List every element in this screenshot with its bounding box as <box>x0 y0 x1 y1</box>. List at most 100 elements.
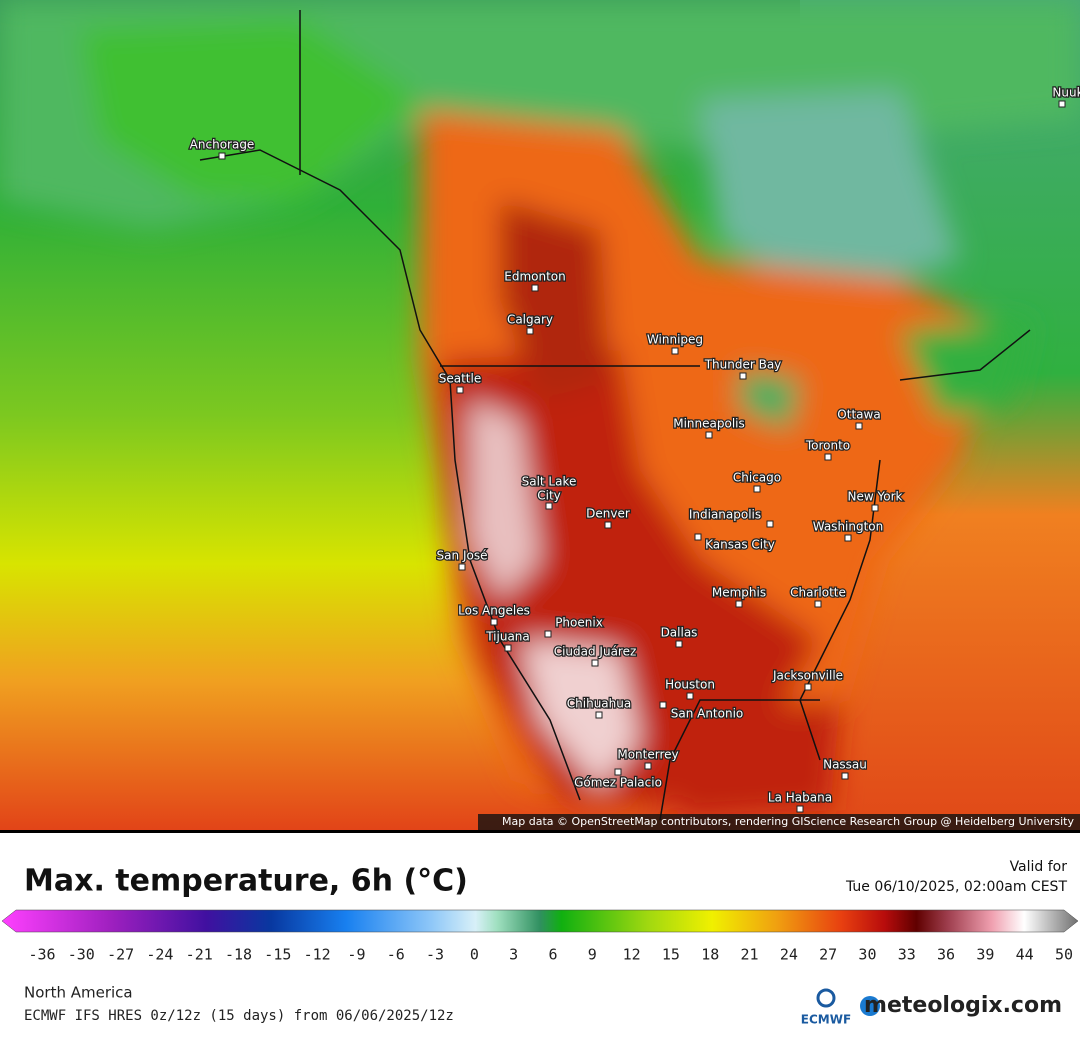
colorbar-tick-label: 12 <box>623 946 641 964</box>
coastline <box>199 149 581 801</box>
colorbar-tick-label: -30 <box>68 946 95 964</box>
city-label: Nassau <box>823 758 867 772</box>
city-dot <box>614 768 622 776</box>
colorbar-tick-label: -18 <box>225 946 252 964</box>
city-dot <box>675 640 683 648</box>
separator <box>0 830 1080 833</box>
brand-logo <box>860 996 880 1016</box>
city-label: Winnipeg <box>647 333 703 347</box>
city-label: La Habana <box>768 791 832 805</box>
colorbar-tick-label: 15 <box>662 946 680 964</box>
city-label: New York <box>848 490 903 504</box>
valid-time: Tue 06/10/2025, 02:00am CEST <box>845 879 1067 895</box>
city-dot <box>604 521 612 529</box>
brand: meteologix.com <box>864 993 1062 1018</box>
colorbar-tick-label: 27 <box>819 946 837 964</box>
city-label: Los Angeles <box>458 604 530 618</box>
city-label: Phoenix <box>555 616 603 630</box>
city-label: San José <box>437 549 488 563</box>
city-dot <box>766 520 774 528</box>
city-dot <box>531 284 539 292</box>
colorbar-tick-label: -3 <box>426 946 444 964</box>
colorbar-tick-label: -12 <box>304 946 331 964</box>
region: North America <box>24 984 133 1002</box>
colorbar-tick-label: 36 <box>937 946 955 964</box>
city-label: Thunder Bay <box>704 358 782 372</box>
city-dot <box>458 563 466 571</box>
city-label: Chicago <box>733 471 781 485</box>
city-label: Minneapolis <box>673 417 745 431</box>
colorbar-tick-label: 18 <box>701 946 719 964</box>
city-label: City <box>537 489 561 503</box>
city-dot <box>218 152 226 160</box>
colorbar-tick-label: 6 <box>548 946 557 964</box>
city-dot <box>824 453 832 461</box>
city-dot <box>591 659 599 667</box>
city-dot <box>526 327 534 335</box>
ecmwf-text: ECMWF <box>801 1013 851 1027</box>
city-label: Memphis <box>712 586 766 600</box>
colorbar-tick-label: 44 <box>1016 946 1034 964</box>
city-dot <box>841 772 849 780</box>
city-dot <box>456 386 464 394</box>
colorbar-tick-label: -9 <box>347 946 365 964</box>
city-label: Salt Lake <box>522 475 577 489</box>
city-label: Denver <box>586 507 630 521</box>
city-dot <box>735 600 743 608</box>
map: Anchorage Edmonton Calgary WinnipegThunder … <box>0 0 1080 830</box>
temperature-field <box>0 0 1080 820</box>
city-labels: Anchorage Edmonton Calgary WinnipegThunder … <box>188 84 1080 813</box>
colorbar-tick-label: 24 <box>780 946 798 964</box>
city-dot <box>1058 100 1066 108</box>
border <box>299 10 700 367</box>
ecmwf-logo <box>816 988 836 1008</box>
colorbar-tick-label: 21 <box>741 946 759 964</box>
city-label: Toronto <box>805 439 850 453</box>
colorbar-tick-label: 30 <box>858 946 876 964</box>
city-dot <box>739 372 747 380</box>
city-dot <box>686 692 694 700</box>
city-label: Gómez Palacio <box>574 776 662 790</box>
city-label: Anchorage <box>190 138 255 152</box>
city-label: Charlotte <box>790 586 846 600</box>
city-dot <box>545 502 553 510</box>
city-dot <box>595 711 603 719</box>
city-label: Ciudad Juárez <box>554 645 637 659</box>
city-label: San Antonio <box>671 707 744 721</box>
city-dot <box>490 618 498 626</box>
city-label: Seattle <box>439 372 481 386</box>
colorbar-tick-label: 9 <box>588 946 597 964</box>
colorbar-tick-label: -21 <box>186 946 213 964</box>
colorbar-tick-label: 33 <box>898 946 916 964</box>
city-dot <box>694 533 702 541</box>
city-dot <box>544 630 552 638</box>
attribution-bg <box>478 814 1080 830</box>
colorbar-tick-label: -24 <box>146 946 173 964</box>
colorbar-tick-label: 39 <box>976 946 994 964</box>
colorbar-tick-label: 50 <box>1055 946 1073 964</box>
city-label: Monterrey <box>617 748 678 762</box>
coastline <box>659 329 1031 821</box>
colorbar-tick-label: -6 <box>387 946 405 964</box>
city-label: Houston <box>665 678 715 692</box>
city-dot <box>844 534 852 542</box>
city-dot <box>705 431 713 439</box>
colorbar-tick-label: -27 <box>107 946 134 964</box>
city-dot <box>855 422 863 430</box>
city-label: Dallas <box>661 626 698 640</box>
city-dot <box>671 347 679 355</box>
city-label: Chihuahua <box>567 697 631 711</box>
city-label: Ottawa <box>837 408 880 422</box>
city-dot <box>659 701 667 709</box>
colorbar <box>1 909 1079 933</box>
city-label: Kansas City <box>705 538 775 552</box>
city-label: Tijuana <box>485 630 530 644</box>
colorbar-ticks: -36 -30 -27 -24 -21 -18 -15 -12 -9 -6 -3 0 3 6 9 12 15 18… <box>28 946 1073 964</box>
city-dot <box>796 805 804 813</box>
city-dot <box>804 683 812 691</box>
city-dot <box>814 600 822 608</box>
city-dot <box>644 762 652 770</box>
colorbar-tick-label: 3 <box>509 946 518 964</box>
